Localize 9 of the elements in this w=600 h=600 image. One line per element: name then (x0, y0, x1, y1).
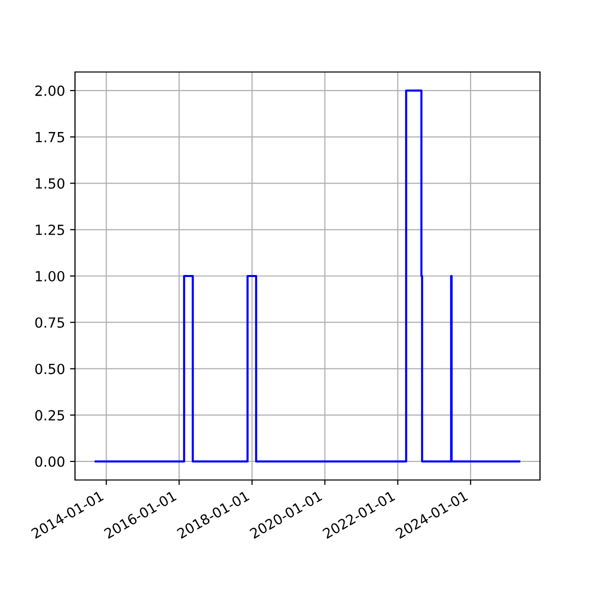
y-tick-label: 1.00 (36, 270, 64, 282)
y-tick-label: 1.25 (36, 224, 64, 236)
y-tick-label: 0.50 (35, 364, 64, 374)
y-tick-label: 1.75 (36, 132, 64, 142)
y-tick-label: 1.50 (36, 178, 64, 189)
y-tick-label: 2.00 (35, 86, 64, 96)
y-tick-label: 0.75 (35, 317, 64, 328)
y-tick-label: 0.00 (35, 456, 64, 467)
y-tick-label: 0.25 (35, 410, 64, 421)
